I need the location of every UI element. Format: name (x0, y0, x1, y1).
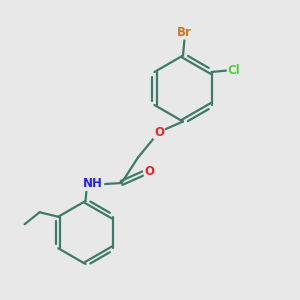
Text: NH: NH (83, 177, 103, 190)
Text: Br: Br (177, 26, 192, 39)
Text: O: O (145, 165, 155, 178)
Text: O: O (154, 125, 164, 139)
Text: Cl: Cl (228, 64, 241, 77)
